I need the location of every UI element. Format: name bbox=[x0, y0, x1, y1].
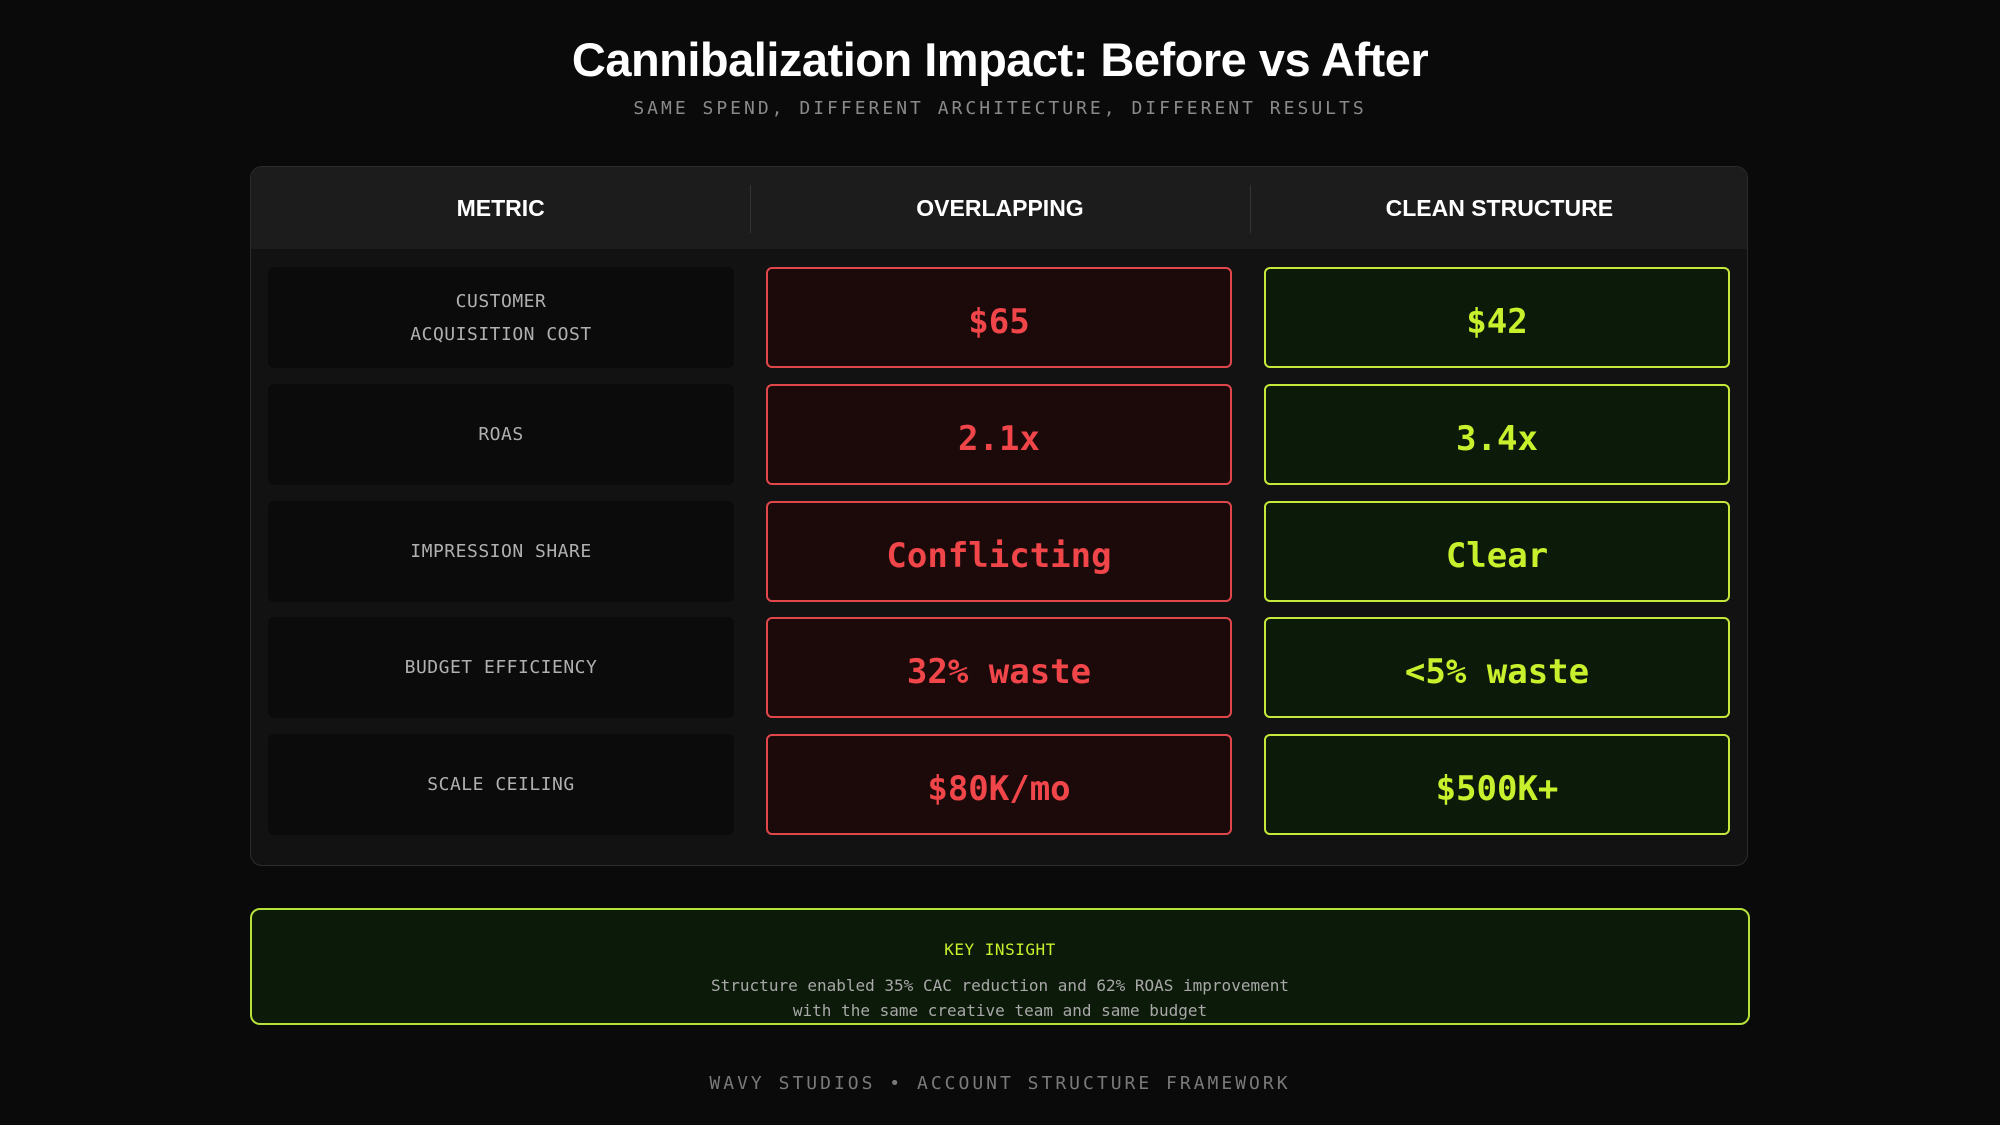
table-row: CUSTOMER ACQUISITION COST $65 $42 bbox=[268, 267, 1732, 368]
page-title: Cannibalization Impact: Before vs After bbox=[571, 33, 1429, 86]
table-row: ROAS 2.1x 3.4x bbox=[268, 384, 1732, 485]
clean-structure-value: <5% waste bbox=[1264, 617, 1730, 718]
metric-label: SCALE CEILING bbox=[268, 734, 734, 835]
key-insight-box: KEY INSIGHT Structure enabled 35% CAC re… bbox=[250, 908, 1750, 1025]
overlapping-value: 32% waste bbox=[766, 617, 1232, 718]
metric-label: ROAS bbox=[268, 384, 734, 485]
key-insight-line: Structure enabled 35% CAC reduction and … bbox=[711, 976, 1289, 995]
overlapping-value: $80K/mo bbox=[766, 734, 1232, 835]
metric-label: IMPRESSION SHARE bbox=[268, 501, 734, 602]
table-header: METRIC OVERLAPPING CLEAN STRUCTURE bbox=[251, 167, 1747, 249]
column-header-metric: METRIC bbox=[456, 194, 545, 221]
metric-label: BUDGET EFFICIENCY bbox=[268, 617, 734, 718]
clean-structure-value: $500K+ bbox=[1264, 734, 1730, 835]
clean-structure-value: 3.4x bbox=[1264, 384, 1730, 485]
table-row: SCALE CEILING $80K/mo $500K+ bbox=[268, 734, 1732, 835]
clean-structure-value: Clear bbox=[1264, 501, 1730, 602]
key-insight-line: with the same creative team and same bud… bbox=[792, 1001, 1208, 1020]
metric-label: CUSTOMER ACQUISITION COST bbox=[268, 267, 734, 368]
comparison-table: METRIC OVERLAPPING CLEAN STRUCTURE CUSTO… bbox=[250, 166, 1748, 866]
table-row: IMPRESSION SHARE Conflicting Clear bbox=[268, 501, 1732, 602]
table-row: BUDGET EFFICIENCY 32% waste <5% waste bbox=[268, 617, 1732, 718]
column-header-clean-structure: CLEAN STRUCTURE bbox=[1249, 167, 1747, 249]
overlapping-value: Conflicting bbox=[766, 501, 1232, 602]
page-subtitle: SAME SPEND, DIFFERENT ARCHITECTURE, DIFF… bbox=[633, 98, 1367, 119]
overlapping-value: 2.1x bbox=[766, 384, 1232, 485]
clean-structure-value: $42 bbox=[1264, 267, 1730, 368]
key-insight-title: KEY INSIGHT bbox=[944, 940, 1056, 959]
footer-credit: WAVY STUDIOS • ACCOUNT STRUCTURE FRAMEWO… bbox=[709, 1073, 1291, 1094]
overlapping-value: $65 bbox=[766, 267, 1232, 368]
column-header-overlapping: OVERLAPPING bbox=[750, 167, 1249, 249]
